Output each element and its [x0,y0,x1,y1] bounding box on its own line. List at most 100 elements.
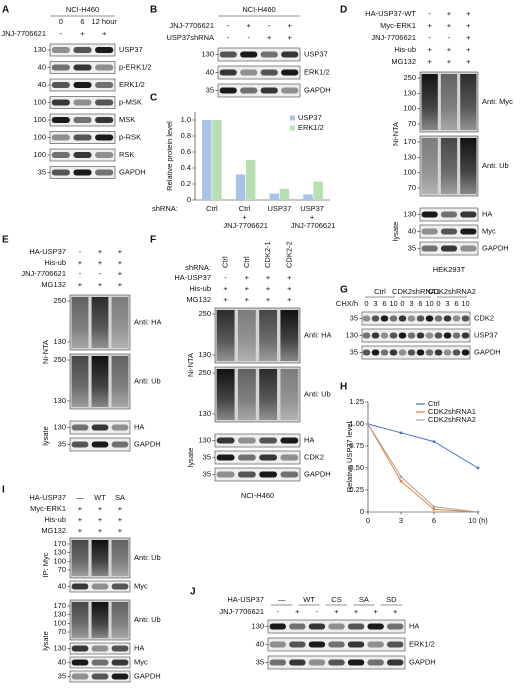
section-label: lysate [391,222,400,242]
row-label: USP37shRNA [166,33,214,42]
point [476,466,480,470]
lane-label: - [79,269,82,278]
row-label: HA-USP37-WT [365,9,416,18]
lane-label: + [78,515,83,524]
band-label: p-ERK1/2 [119,62,152,71]
band-label: Anti: Ub [134,553,161,562]
band [421,228,438,235]
y-tick-label: 0.2 [181,179,191,188]
lane-label: CS [331,595,341,604]
lane-label: - [60,29,63,38]
bar [313,181,323,200]
panel-letter: D [340,5,347,16]
band [407,332,416,339]
marker: 170 [53,601,66,610]
lane-label: + [245,284,250,293]
panel-letter: E [2,235,9,246]
band [347,641,365,648]
band [389,315,398,322]
band-label: GAPDH [474,347,501,356]
marker: 250 [198,368,211,377]
marker: 35 [58,439,66,448]
lane-label: + [98,258,103,267]
band [440,211,458,218]
band [389,349,398,356]
panel-letter: I [2,485,5,496]
lane-label: CDK2-1 [263,241,272,268]
band [280,437,299,444]
band [260,87,278,94]
band [281,69,299,76]
band [289,659,306,666]
marker: 100 [33,115,46,124]
band [461,315,470,322]
band [280,471,299,478]
y-tick-label: 0.8 [181,131,191,140]
row-label: MG132 [186,295,211,304]
smear [440,138,458,194]
bar [235,174,246,200]
lane-label: 10 [461,299,469,308]
band [425,349,434,356]
smear [259,310,278,361]
lane-label: - [428,9,431,18]
lane-label: + [223,284,228,293]
lane-label: - [316,607,319,616]
y-tick-label: 0 [360,507,364,516]
lane-label: 6 [454,299,458,308]
panel-letter: G [340,285,348,296]
band-label: Anti: Myc [482,97,513,106]
band-label: Myc [134,581,148,590]
marker: 130 [53,337,66,346]
band-label: Anti: HA [134,317,162,326]
band [443,315,452,322]
bar [269,193,280,200]
band-label: GAPDH [119,167,146,176]
band [452,332,461,339]
lane-label: 3 [445,299,449,308]
band [434,332,443,339]
band [91,424,109,431]
lane-label: + [354,607,359,616]
marker: 130 [251,621,264,630]
band [367,641,384,648]
band [71,441,89,448]
band [328,641,345,648]
lane-label: 0 [364,299,368,308]
legend-label: USP37 [298,113,322,122]
point [366,422,370,426]
band-label: USP37 [119,45,143,54]
bar [245,160,256,200]
band [416,349,425,356]
band [269,659,287,666]
lane-label: + [447,57,452,66]
band [51,169,70,176]
smear [91,602,109,638]
row-label: HA-USP37 [174,273,211,282]
band [91,659,109,666]
band-label: HA [409,621,419,630]
line [367,423,479,513]
lane-label: - [248,33,251,42]
band [51,64,70,71]
band [425,332,434,339]
band-label: GAPDH [304,85,331,94]
row-label: HA-USP37 [227,595,264,604]
lane-label: + [334,607,339,616]
marker: 130 [33,45,46,54]
band [51,117,70,123]
bar [303,194,313,200]
band [259,471,278,478]
bar [202,120,212,200]
band [219,51,237,58]
row-label: JNJ-7706621 [21,269,66,278]
lane-label: 10 [425,299,433,308]
panel-letter: C [150,93,157,104]
smear [440,74,458,130]
point [399,475,403,479]
marker: 40 [38,62,46,71]
band [260,69,278,76]
lane-label: + [447,45,452,54]
lane-label: + [78,526,83,535]
marker: 40 [408,226,416,235]
